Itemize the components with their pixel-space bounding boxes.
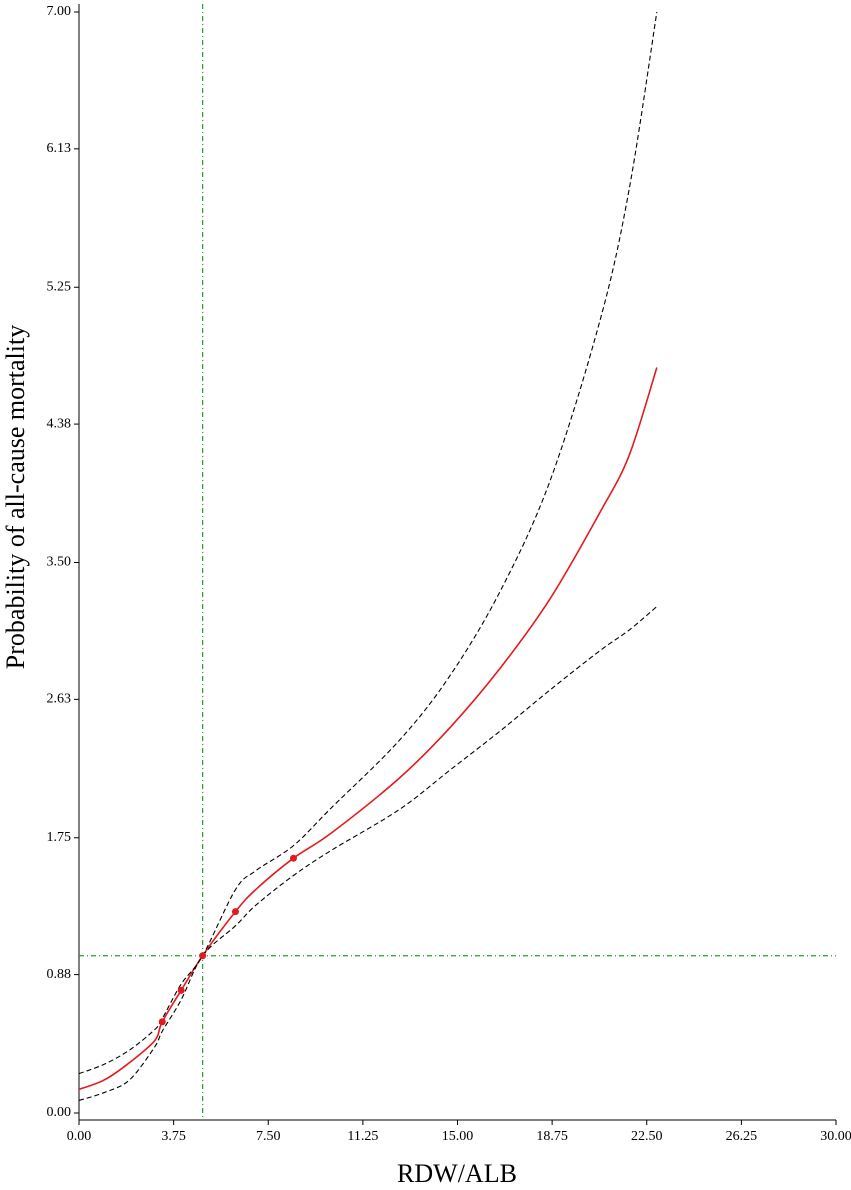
knot-point [289,854,297,862]
y-tick-label: 7.00 [47,4,72,19]
x-tick-label: 15.00 [442,1129,474,1144]
confidence-line [78,606,658,1101]
y-tick-label: 0.88 [47,967,72,982]
y-tick-label: 3.50 [47,555,72,570]
x-tick-label: 7.50 [256,1129,281,1144]
x-tick-label: 0.00 [67,1129,92,1144]
knot-point [199,952,207,960]
y-tick-label: 2.63 [47,692,72,707]
y-axis-title: Probability of all-cause mortality [1,325,30,669]
knot-point [158,1018,166,1026]
knot-point [231,908,239,916]
confidence-line [78,11,658,1075]
estimate-line [78,367,658,1091]
y-tick-label: 4.38 [47,416,72,431]
x-tick-label: 18.75 [536,1129,568,1144]
y-tick-label: 5.25 [47,279,72,294]
y-tick-label: 6.13 [47,141,72,156]
x-tick-label: 3.75 [161,1129,186,1144]
x-tick-label: 26.25 [726,1129,758,1144]
x-axis-title: RDW/ALB [397,1159,517,1188]
y-tick-label: 0.00 [47,1105,72,1120]
x-tick-label: 30.00 [820,1129,851,1144]
x-tick-label: 22.50 [631,1129,663,1144]
x-tick-label: 11.25 [347,1129,378,1144]
y-tick-label: 1.75 [47,830,72,845]
knot-point [177,986,185,994]
